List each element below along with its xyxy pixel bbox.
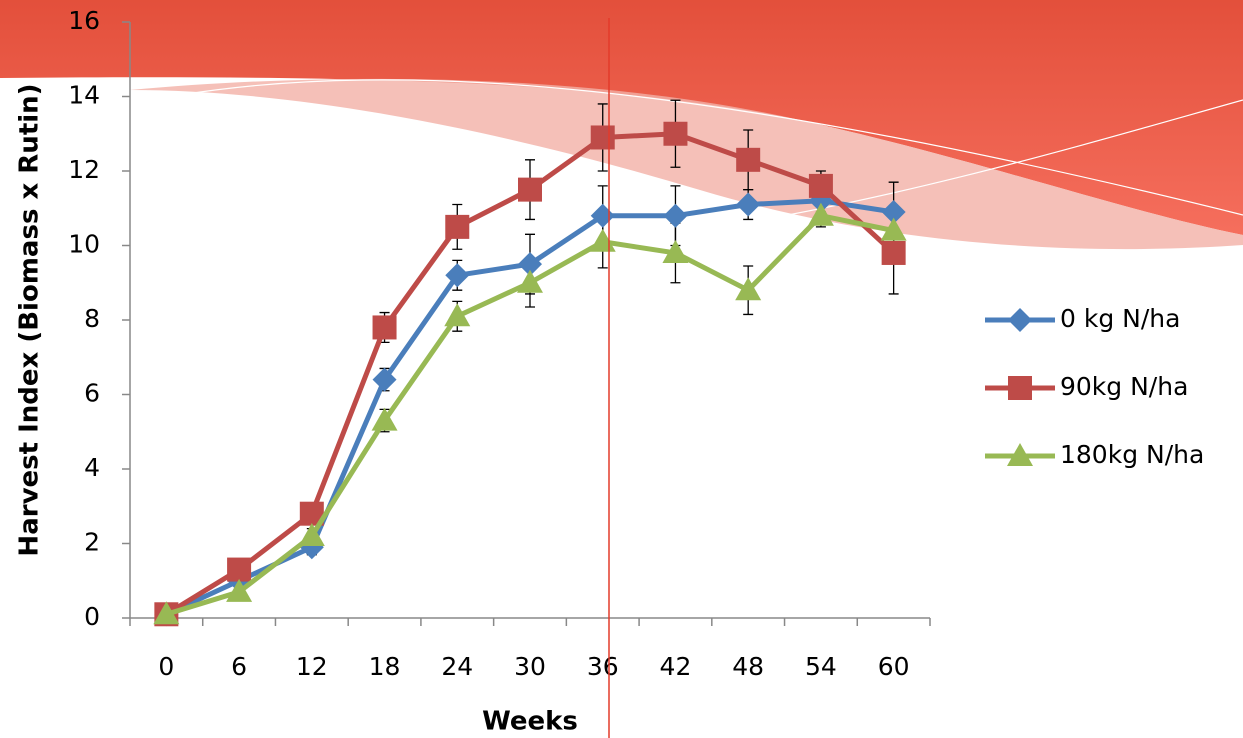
x-tick-label: 54	[805, 652, 837, 681]
x-tick-label: 18	[369, 652, 401, 681]
x-tick-label: 30	[514, 652, 546, 681]
y-tick-label: 0	[84, 602, 100, 631]
marker	[663, 122, 687, 146]
x-tick-label: 6	[231, 652, 247, 681]
x-tick-label: 60	[878, 652, 910, 681]
marker	[518, 178, 542, 202]
x-tick-label: 12	[296, 652, 328, 681]
marker	[590, 229, 616, 252]
chart: 0246810121416061218243036424854600 kg N/…	[0, 0, 1243, 738]
marker	[736, 148, 760, 172]
marker	[517, 270, 543, 293]
legend-marker	[1008, 308, 1032, 332]
y-axis-title: Harvest Index (Biomass x Rutin)	[15, 83, 45, 556]
y-tick-label: 12	[68, 155, 100, 184]
y-tick-label: 4	[84, 453, 100, 482]
x-tick-label: 42	[660, 652, 692, 681]
y-tick-label: 8	[84, 304, 100, 333]
x-tick-label: 0	[158, 652, 174, 681]
marker	[663, 204, 687, 228]
y-tick-label: 16	[68, 6, 100, 35]
x-tick-label: 36	[587, 652, 619, 681]
legend-label: 0 kg N/ha	[1060, 304, 1180, 333]
marker	[591, 125, 615, 149]
y-tick-label: 14	[68, 81, 100, 110]
legend-label: 180kg N/ha	[1060, 440, 1204, 469]
legend: 0 kg N/ha 90kg N/ha 180kg N/ha	[985, 304, 1204, 469]
marker	[373, 315, 397, 339]
background-decoration	[0, 0, 1243, 249]
y-tick-label: 6	[84, 379, 100, 408]
legend-label: 90kg N/ha	[1060, 372, 1188, 401]
marker	[445, 215, 469, 239]
marker	[882, 241, 906, 265]
x-tick-label: 24	[441, 652, 473, 681]
marker	[809, 174, 833, 198]
x-axis-title: Weeks	[482, 707, 578, 737]
legend-marker	[1008, 376, 1032, 400]
marker	[227, 558, 251, 582]
y-tick-label: 2	[84, 528, 100, 557]
y-tick-label: 10	[68, 230, 100, 259]
x-tick-label: 48	[732, 652, 764, 681]
